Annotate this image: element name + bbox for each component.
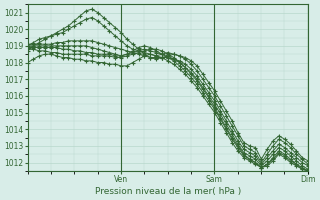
X-axis label: Pression niveau de la mer( hPa ): Pression niveau de la mer( hPa ) xyxy=(95,187,241,196)
